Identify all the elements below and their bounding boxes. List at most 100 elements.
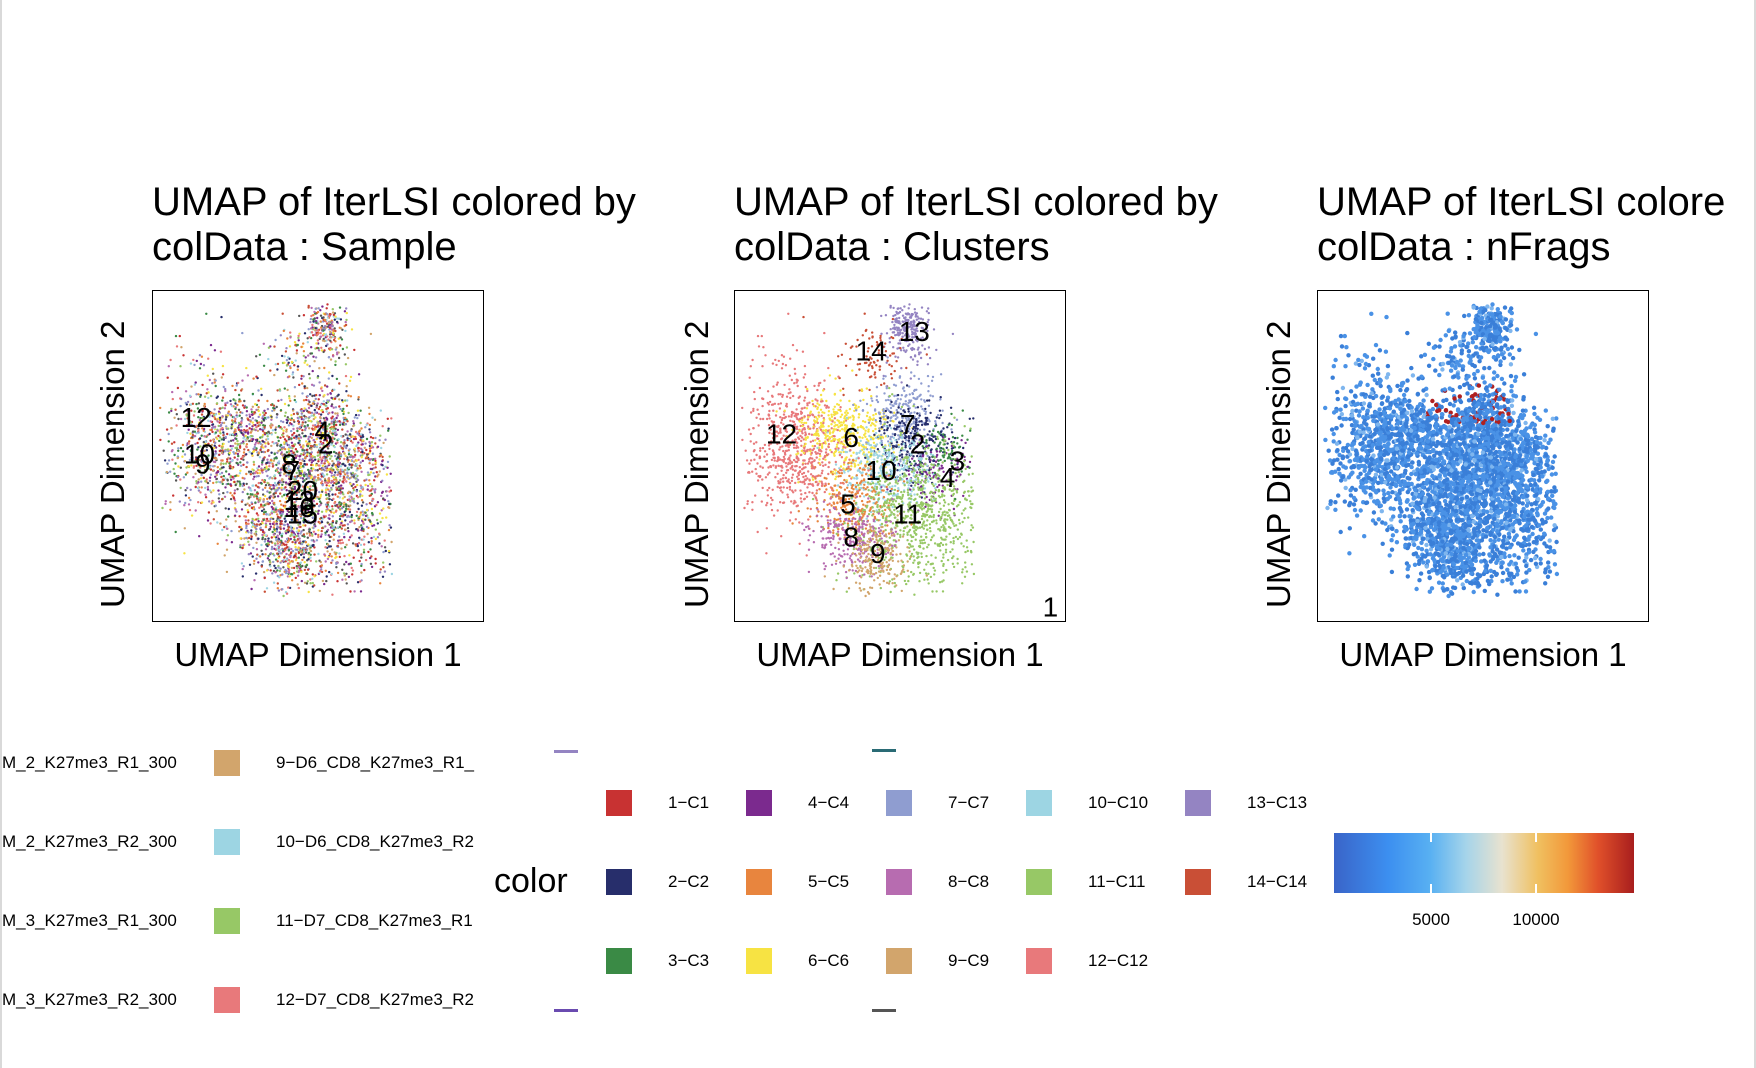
scatter-point [347, 575, 351, 579]
scatter-point [237, 428, 241, 431]
scatter-point [767, 466, 770, 469]
scatter-point [331, 469, 334, 472]
scatter-point [259, 497, 262, 500]
scatter-point [346, 420, 349, 423]
scatter-point [866, 369, 870, 372]
scatter-point [249, 420, 252, 423]
scatter-point [320, 442, 324, 446]
scatter-point [330, 488, 333, 491]
scatter-point [378, 439, 381, 442]
scatter-point [335, 566, 338, 569]
scatter-point [336, 495, 339, 498]
scatter-point [241, 476, 244, 480]
scatter-point [289, 525, 292, 528]
scatter-point [205, 458, 208, 461]
scatter-point [309, 419, 312, 423]
scatter-point [165, 470, 169, 474]
scatter-point [301, 432, 304, 435]
scatter-point [315, 437, 318, 441]
scatter-point [193, 434, 197, 438]
scatter-point [285, 364, 289, 367]
scatter-point [268, 462, 271, 465]
scatter-point [264, 486, 267, 489]
scatter-point [757, 424, 760, 427]
scatter-point [888, 341, 891, 344]
scatter-point [266, 435, 269, 438]
scatter-point [891, 320, 894, 324]
scatter-point [309, 498, 312, 501]
scatter-point [345, 507, 348, 510]
scatter-point [262, 458, 265, 461]
scatter-point [260, 565, 263, 568]
scatter-point [199, 393, 202, 397]
scatter-point [230, 466, 234, 469]
scatter-point [200, 423, 203, 426]
scatter-point [884, 418, 887, 421]
scatter-point [218, 500, 221, 503]
scatter-point [266, 407, 270, 411]
scatter-point [354, 485, 357, 489]
scatter-point [325, 505, 329, 508]
scatter-point [782, 355, 786, 358]
scatter-point [756, 334, 760, 338]
scatter-point [213, 416, 216, 419]
scatter-point [301, 500, 305, 504]
scatter-point [193, 383, 197, 386]
scatter-point [218, 430, 221, 433]
scatter-point [779, 478, 782, 481]
scatter-point [261, 461, 264, 464]
scatter-point [871, 366, 874, 370]
scatter-point [268, 491, 271, 494]
scatter-point [186, 471, 189, 474]
scatter-point [802, 475, 805, 479]
scatter-point [309, 320, 312, 324]
scatter-point [290, 547, 293, 551]
scatter-point [225, 518, 228, 521]
scatter-point [253, 445, 256, 449]
scatter-point [319, 335, 322, 338]
scatter-point [306, 448, 309, 451]
scatter-point [267, 513, 270, 516]
scatter-point [279, 522, 282, 525]
scatter-point [328, 535, 332, 539]
scatter-point [272, 510, 276, 514]
scatter-point [304, 506, 307, 509]
scatter-point [816, 388, 819, 392]
scatter-point [804, 431, 807, 434]
scatter-point [773, 459, 776, 462]
scatter-point [775, 410, 778, 413]
scatter-point [332, 497, 335, 501]
scatter-point [287, 526, 290, 529]
scatter-point [305, 532, 309, 535]
scatter-point [267, 442, 270, 446]
scatter-point [359, 466, 362, 470]
scatter-point [273, 474, 276, 477]
scatter-point [369, 482, 372, 486]
scatter-point [225, 539, 228, 542]
scatter-point [771, 488, 774, 491]
scatter-point [222, 385, 225, 389]
scatter-point [324, 313, 327, 316]
scatter-point [766, 390, 770, 393]
scatter-point [263, 431, 266, 435]
scatter-point [335, 488, 338, 491]
scatter-point [227, 427, 230, 430]
scatter-point [310, 414, 313, 417]
scatter-point [308, 511, 311, 514]
scatter-point [185, 414, 189, 417]
scatter-point [327, 338, 330, 341]
scatter-point [244, 519, 247, 522]
scatter-point [385, 473, 389, 476]
scatter-point [271, 499, 274, 503]
scatter-point [916, 360, 919, 363]
scatter-point [323, 334, 327, 337]
scatter-point [374, 459, 377, 462]
scatter-point [290, 414, 293, 417]
scatter-point [213, 349, 217, 352]
scatter-point [306, 501, 309, 505]
scatter-point [299, 509, 302, 513]
scatter-point [814, 450, 817, 454]
scatter-point [374, 436, 377, 440]
scatter-point [353, 522, 356, 525]
scatter-point [209, 489, 212, 492]
